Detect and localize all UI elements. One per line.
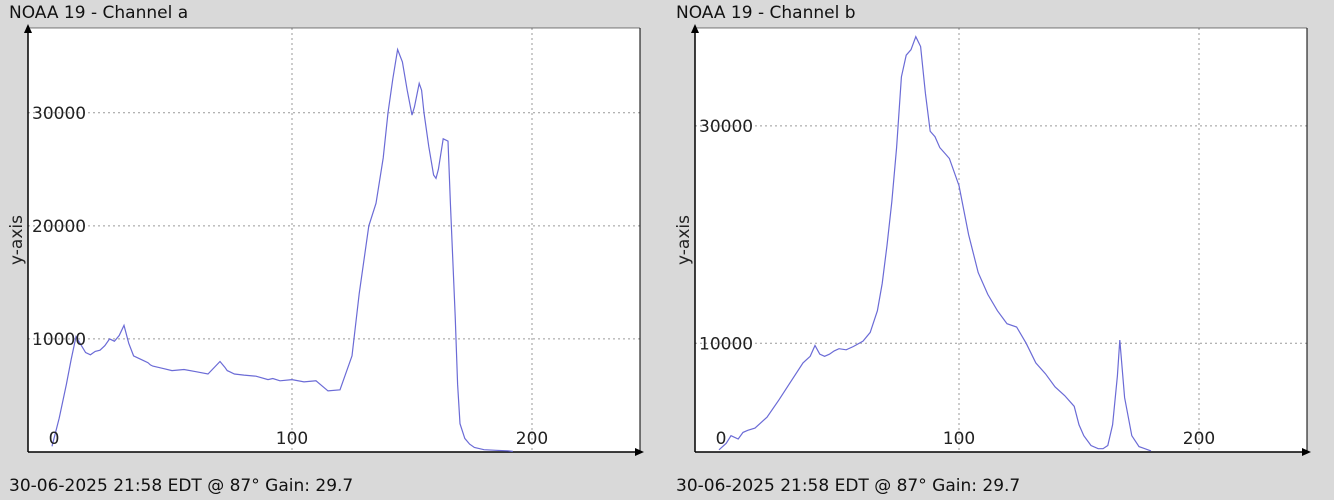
plot-area xyxy=(28,28,640,452)
y-axis-arrow xyxy=(24,24,32,33)
chart-title: NOAA 19 - Channel b xyxy=(676,3,856,23)
y-tick-label: 30000 xyxy=(32,104,86,124)
y-tick-label: 10000 xyxy=(699,334,753,354)
y-axis-label: y-axis xyxy=(674,215,694,265)
y-tick-label: 10000 xyxy=(32,330,86,350)
x-tick-label: 0 xyxy=(49,429,60,449)
data-line xyxy=(718,35,1152,452)
chart-panel-a: NOAA 19 - Channel a 0 100 200 10000 20000 300… xyxy=(7,3,644,496)
x-tick-label: 200 xyxy=(516,429,548,449)
x-axis-arrow xyxy=(1302,448,1311,456)
chart-svg-b: 0 100 200 10000 30000 y-axis xyxy=(674,24,1311,456)
x-tick-label: 200 xyxy=(1183,429,1215,449)
x-tick-label: 0 xyxy=(716,429,727,449)
chart-footer: 30-06-2025 21:58 EDT @ 87° Gain: 29.7 xyxy=(9,476,354,496)
y-axis-arrow xyxy=(691,24,699,33)
chart-footer: 30-06-2025 21:58 EDT @ 87° Gain: 29.7 xyxy=(676,476,1021,496)
plot-area xyxy=(695,28,1307,452)
x-tick-label: 100 xyxy=(276,429,308,449)
data-line xyxy=(51,47,513,452)
y-axis-label: y-axis xyxy=(7,215,27,265)
y-tick-label: 20000 xyxy=(32,217,86,237)
chart-panel-b: NOAA 19 - Channel b 0 100 200 10000 30000 y-a… xyxy=(667,0,1334,500)
chart-svg-a: 0 100 200 10000 20000 30000 y-axis xyxy=(7,24,644,456)
chart-title: NOAA 19 - Channel a xyxy=(9,3,189,23)
x-axis-arrow xyxy=(635,448,644,456)
x-tick-label: 100 xyxy=(943,429,975,449)
y-tick-label: 30000 xyxy=(699,117,753,137)
